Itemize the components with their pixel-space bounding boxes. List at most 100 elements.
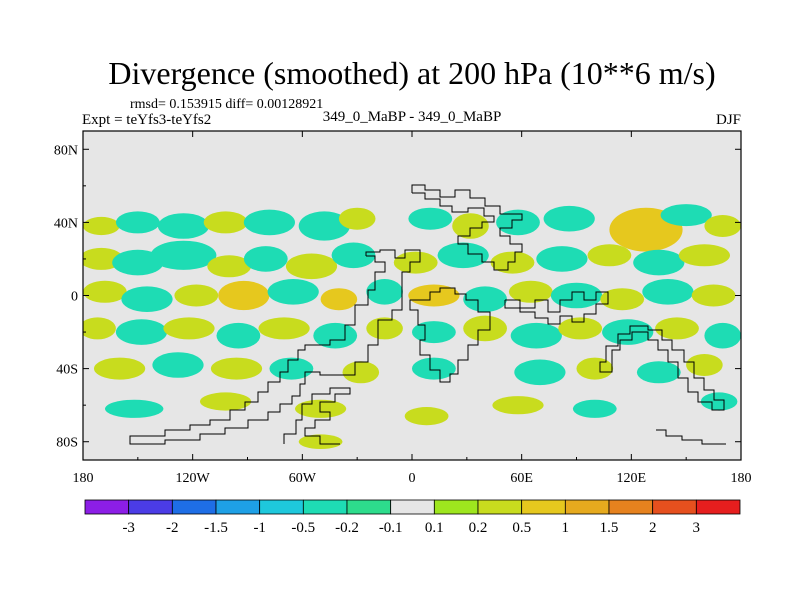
x-tick-label: 180 (73, 471, 94, 486)
colorbar-swatch (390, 499, 435, 515)
anomaly-blob (366, 317, 403, 340)
colorbar-swatch (84, 499, 130, 515)
y-tick-label: 80N (54, 143, 78, 158)
anomaly-blob (203, 211, 248, 234)
anomaly-blob (408, 207, 453, 230)
anomaly-blob (150, 240, 217, 270)
y-tick-label: 40N (54, 216, 78, 231)
anomaly-blob (704, 322, 741, 349)
colorbar-swatch (564, 499, 610, 515)
chart-title: Divergence (smoothed) at 200 hPa (10**6 … (108, 55, 715, 91)
anomaly-blob (298, 434, 343, 450)
run-label: 349_0_MaBP - 349_0_MaBP (323, 109, 502, 125)
anomaly-blob (412, 321, 456, 344)
anomaly-blob (121, 286, 173, 313)
anomaly-blob (437, 242, 489, 269)
anomaly-blob (660, 204, 712, 227)
coastline-antarctica-ross (283, 387, 351, 445)
colorbar-label: -0.2 (335, 520, 359, 536)
coastline-antarctica-east (656, 429, 726, 445)
colorbar-swatch (171, 499, 217, 515)
anomaly-blob (174, 284, 219, 307)
anomaly-blob (678, 244, 731, 267)
coastline-africa (409, 287, 491, 383)
colorbar-swatch (259, 499, 304, 515)
colorbar-label: 2 (649, 520, 657, 536)
x-tick-label: 180 (731, 471, 752, 486)
colorbar-swatch (652, 499, 697, 515)
x-tick-label: 120E (617, 471, 647, 486)
anomaly-blob (83, 317, 116, 340)
anomaly-blob (510, 322, 562, 349)
anomaly-blob (642, 279, 694, 305)
anomaly-blob (157, 213, 210, 239)
anomaly-blob (393, 251, 438, 274)
axes: 180 120W 60W 0 60E 120E 180 80N 40N 0 40S 80S (54, 131, 752, 486)
anomaly-blob (463, 315, 507, 342)
colorbar-swatch (433, 499, 479, 515)
anomaly-blob (331, 242, 376, 269)
anomaly-field (83, 204, 741, 450)
anomaly-blob (600, 288, 645, 311)
anomaly-blob (342, 361, 380, 384)
colorbar-label: -0.1 (379, 520, 403, 536)
coastline-north-america (129, 249, 421, 445)
anomaly-blob (267, 279, 319, 305)
colorbar-label: 1 (562, 520, 570, 536)
anomaly-blob (514, 359, 566, 386)
x-tick-label: 0 (409, 471, 416, 486)
anomaly-blob (408, 284, 460, 307)
y-tick-label: 40S (56, 363, 78, 378)
colorbar-swatch (695, 499, 741, 515)
y-tick-label: 0 (71, 290, 78, 305)
experiment-label: Expt = teYfs3-teYfs2 (82, 112, 211, 128)
colorbar-swatch (521, 499, 566, 515)
colorbar-swatch (346, 499, 392, 515)
x-tick-label: 120W (176, 471, 211, 486)
anomaly-blob (338, 207, 376, 230)
anomaly-blob (83, 216, 120, 236)
anomaly-blob (115, 319, 168, 345)
colorbar-swatch (608, 499, 654, 515)
anomaly-blob (700, 392, 738, 411)
anomaly-blob (285, 253, 338, 280)
anomaly-blob (366, 279, 403, 305)
stats-label: rmsd= 0.153915 diff= 0.00128921 (130, 97, 323, 112)
colorbar-label: -2 (166, 520, 179, 536)
anomaly-blob (550, 282, 603, 309)
anomaly-blob (210, 357, 263, 380)
anomaly-blob (105, 399, 164, 418)
anomaly-blob (83, 280, 127, 303)
anomaly-blob (633, 249, 685, 276)
colorbar-swatch (128, 499, 173, 515)
coastlines (129, 184, 726, 445)
anomaly-blob (636, 361, 681, 384)
coastline-europe-asia (411, 184, 523, 271)
anomaly-blob (112, 249, 164, 276)
anomaly-blob (163, 317, 215, 340)
anomaly-blob (216, 322, 261, 349)
anomaly-blob (452, 213, 489, 239)
anomaly-blob (655, 317, 699, 340)
colorbar-label: -3 (122, 520, 135, 536)
colorbar-label: 3 (693, 520, 701, 536)
colorbar-label: 0.5 (512, 520, 531, 536)
anomaly-blob (94, 357, 146, 380)
anomaly-blob (218, 280, 270, 311)
anomaly-blob (490, 251, 535, 274)
anomaly-blob (704, 215, 741, 237)
anomaly-blob (258, 317, 310, 340)
anomaly-blob (508, 280, 553, 303)
anomaly-blob (404, 407, 449, 426)
colorbar-label: 0.2 (469, 520, 488, 536)
anomaly-blob (243, 246, 288, 272)
anomaly-blob (243, 209, 295, 236)
x-tick-label: 60W (289, 471, 317, 486)
anomaly-blob (313, 322, 358, 349)
anomaly-blob (492, 396, 544, 415)
colorbar-label: 1.5 (600, 520, 619, 536)
anomaly-blob (298, 211, 350, 241)
anomaly-blob (115, 211, 160, 234)
x-tick-label: 60E (510, 471, 533, 486)
colorbar-label: -1 (253, 520, 266, 536)
